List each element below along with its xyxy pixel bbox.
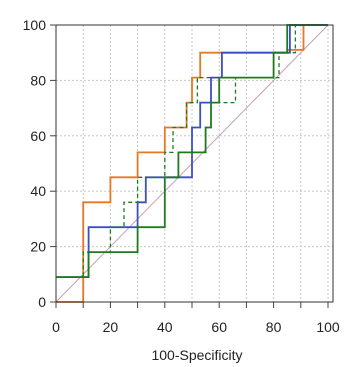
y-tick-label: 40	[30, 183, 46, 199]
x-axis-title: 100-Specificity	[151, 347, 242, 363]
x-tick-label: 100	[316, 319, 340, 335]
series-layer	[56, 24, 328, 303]
roc-curve-3	[56, 24, 328, 279]
roc-curve-2	[56, 24, 328, 279]
x-tick-label: 0	[52, 319, 60, 335]
axes	[55, 24, 334, 303]
x-tick-label: 60	[211, 319, 227, 335]
x-axis-ticks: 0 20 40 60 80 100	[52, 302, 340, 335]
y-tick-label: 100	[23, 17, 47, 33]
x-tick-label: 20	[103, 319, 119, 335]
x-tick-label: 80	[266, 319, 282, 335]
y-axis-ticks: 0 20 40 60 80 100	[23, 17, 56, 310]
plot-frame	[55, 24, 334, 303]
x-tick-label: 40	[157, 319, 173, 335]
y-tick-label: 0	[38, 294, 46, 310]
roc-curve-4	[56, 24, 328, 278]
grid	[55, 24, 333, 303]
y-tick-label: 60	[30, 128, 46, 144]
y-tick-label: 20	[30, 239, 46, 255]
y-tick-label: 80	[30, 72, 46, 88]
